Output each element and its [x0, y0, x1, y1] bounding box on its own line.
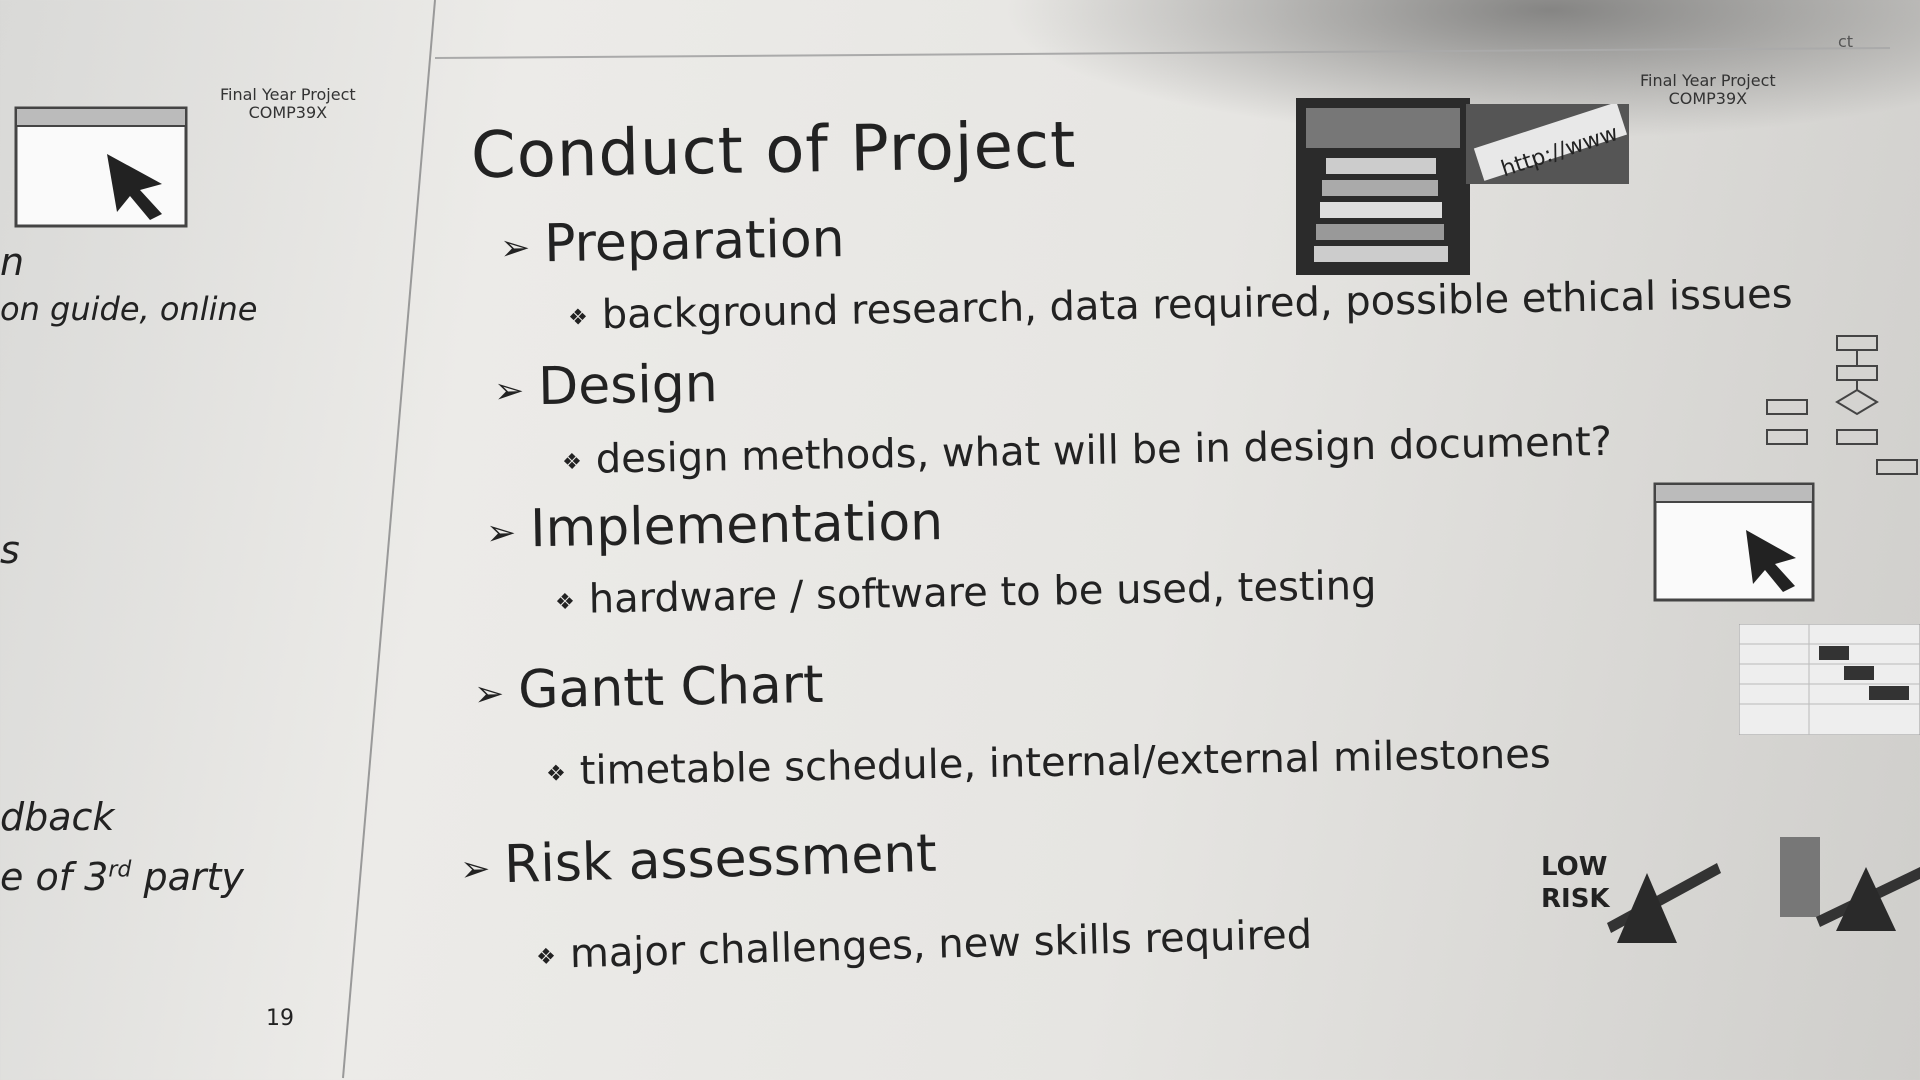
- fragment: e of 3rd party: [0, 855, 244, 899]
- fragment: on guide, online: [0, 290, 258, 328]
- page-number: 19: [266, 1006, 294, 1031]
- superscript: rd: [108, 857, 132, 883]
- url-photo: http://www: [1466, 104, 1629, 184]
- gantt-image: [1739, 624, 1920, 735]
- fragment: ct: [1838, 32, 1854, 51]
- slide-title: Conduct of Project: [470, 108, 1077, 194]
- image-text: LOW: [1541, 852, 1607, 882]
- left-header: Final Year Project COMP39X: [220, 86, 356, 122]
- bullet-heading: Risk assessment: [459, 824, 937, 896]
- window-icon: [14, 106, 188, 228]
- low-risk-image: LOW RISK: [1541, 852, 1721, 943]
- header-line: COMP39X: [1668, 89, 1748, 108]
- window-icon: [1653, 482, 1815, 602]
- bullet-heading: Preparation: [500, 209, 845, 275]
- high-risk-image: [1780, 837, 1920, 931]
- bullet-heading: Gantt Chart: [474, 655, 824, 721]
- flowchart: [1766, 335, 1918, 475]
- header-line: Final Year Project: [220, 85, 356, 104]
- bullet-heading: Design: [493, 354, 719, 418]
- bullet-heading: Implementation: [486, 492, 944, 560]
- text: party: [143, 855, 244, 899]
- header-line: COMP39X: [248, 103, 328, 122]
- text: e of 3: [0, 855, 109, 899]
- image-text: RISK: [1541, 884, 1610, 914]
- books-photo: [1296, 98, 1470, 275]
- fragment: dback: [0, 795, 115, 839]
- main-header: Final Year Project COMP39X: [1640, 72, 1776, 108]
- fragment: s: [0, 528, 20, 572]
- fragment: n: [0, 240, 25, 284]
- header-line: Final Year Project: [1640, 71, 1776, 90]
